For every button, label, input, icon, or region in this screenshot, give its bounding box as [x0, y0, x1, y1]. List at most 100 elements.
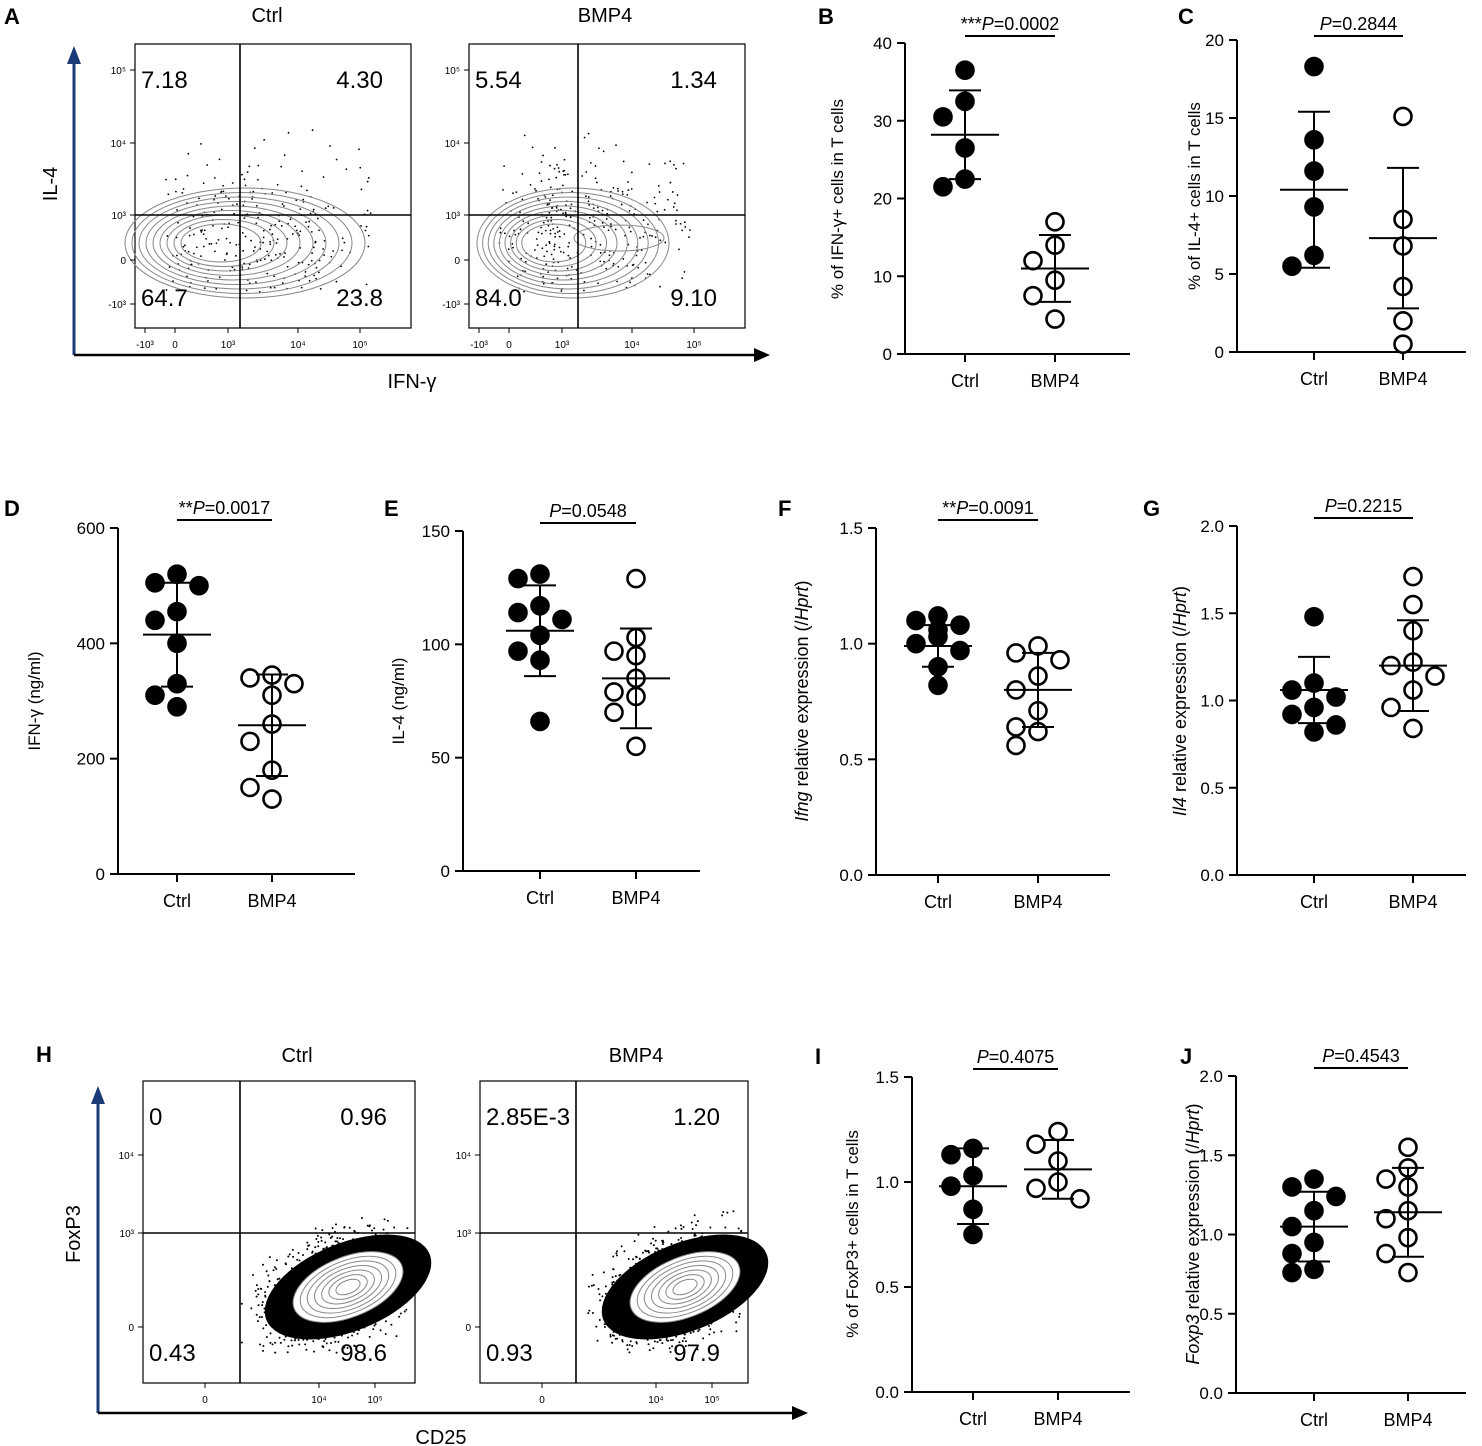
event-dot — [183, 244, 186, 247]
event-dot — [627, 1257, 630, 1260]
event-dot — [516, 275, 519, 278]
event-dot — [552, 227, 555, 230]
p-value-label: **P=0.0091 — [942, 498, 1034, 518]
event-dot — [689, 229, 691, 231]
event-dot — [567, 173, 569, 176]
event-dot — [674, 1227, 677, 1230]
event-dot — [596, 1339, 599, 1342]
event-dot — [288, 1253, 291, 1256]
event-dot — [620, 203, 623, 206]
event-dot — [284, 252, 286, 255]
event-dot — [300, 185, 303, 188]
event-dot — [689, 1331, 692, 1334]
event-dot — [661, 1243, 664, 1246]
y-tick-label: 10³ — [120, 1229, 135, 1240]
event-dot — [546, 250, 548, 253]
event-dot — [554, 232, 557, 235]
event-dot — [683, 1333, 686, 1336]
event-dot — [674, 1348, 677, 1351]
event-dot — [276, 1278, 279, 1281]
event-dot — [592, 207, 595, 210]
event-dot — [611, 1334, 614, 1337]
quadrant-upper-left: 0 — [149, 1104, 162, 1131]
x-tick-label-bmp4: BMP4 — [1383, 1410, 1432, 1430]
event-dot — [176, 209, 179, 211]
event-dot — [584, 195, 587, 198]
event-dot — [645, 1250, 648, 1253]
event-dot — [291, 1248, 294, 1251]
event-dot — [628, 1344, 631, 1347]
event-dot — [653, 1225, 656, 1228]
event-dot — [198, 197, 200, 200]
event-dot — [632, 1258, 635, 1261]
event-dot — [545, 244, 548, 247]
event-dot — [554, 146, 556, 149]
y-tick-label: 0 — [120, 256, 126, 267]
event-dot — [658, 191, 661, 193]
y-tick-label: 0.0 — [1200, 866, 1224, 885]
event-dot — [637, 1233, 640, 1236]
event-dot — [320, 1236, 323, 1239]
data-point — [933, 177, 953, 197]
event-dot — [560, 290, 563, 292]
panel-letter: G — [1143, 496, 1160, 521]
event-dot — [320, 1239, 323, 1242]
event-dot — [563, 169, 566, 172]
event-dot — [691, 1227, 694, 1230]
event-dot — [588, 1309, 591, 1312]
event-dot — [503, 165, 505, 168]
event-dot — [291, 233, 294, 235]
quadrant-upper-right: 4.30 — [336, 67, 383, 94]
event-dot — [583, 281, 586, 283]
event-dot — [251, 1274, 254, 1277]
data-point — [1393, 334, 1413, 355]
event-dot — [241, 173, 243, 176]
event-dot — [298, 1343, 301, 1346]
event-dot — [553, 243, 556, 246]
event-dot — [203, 287, 206, 290]
panel-f: F 0.0 0.5 1.0 1.5 Ctrl BMP4 Ifng relative expre… — [778, 496, 1110, 912]
event-dot — [603, 1325, 606, 1328]
event-dot — [318, 271, 320, 274]
event-dot — [313, 1350, 316, 1353]
event-dot — [360, 1216, 363, 1219]
event-dot — [322, 1346, 325, 1349]
event-dot — [601, 209, 604, 212]
contour-ring — [159, 210, 301, 276]
event-dot — [255, 1313, 258, 1316]
x-tick-label-ctrl: Ctrl — [924, 892, 952, 912]
event-dot — [708, 1333, 711, 1336]
event-dot — [314, 1227, 317, 1230]
event-dot — [176, 254, 178, 257]
contour-ring — [493, 201, 639, 285]
event-dot — [621, 190, 624, 193]
x-tick-label-ctrl: Ctrl — [1300, 369, 1328, 389]
y-tick-label: 10⁵ — [445, 66, 460, 77]
event-dot — [241, 231, 244, 234]
event-dot — [684, 1345, 687, 1348]
event-dot — [305, 1348, 308, 1351]
data-point — [284, 673, 304, 694]
event-dot — [273, 275, 276, 278]
event-dot — [558, 235, 561, 238]
event-dot — [537, 197, 539, 200]
event-dot — [628, 209, 631, 212]
event-dot — [244, 235, 247, 238]
event-dot — [566, 267, 569, 270]
event-dot — [258, 291, 261, 293]
x-tick-label: 0 — [506, 340, 512, 351]
event-dot — [603, 226, 605, 229]
event-dot — [261, 1301, 264, 1304]
x-tick-label: -10³ — [136, 340, 154, 351]
event-dot — [172, 280, 174, 283]
y-label-gene: Foxp3 — [1183, 1315, 1203, 1365]
x-tick-label-bmp4: BMP4 — [1378, 369, 1427, 389]
data-point — [1026, 1134, 1046, 1154]
event-dot — [251, 198, 253, 200]
data-point — [604, 641, 624, 661]
series-bmp4 — [238, 665, 306, 809]
y-axis-label: % of FoxP3+ cells in T cells — [843, 1130, 862, 1338]
contour-ring — [299, 1255, 397, 1319]
event-dot — [295, 199, 298, 202]
data-point — [1006, 717, 1026, 737]
